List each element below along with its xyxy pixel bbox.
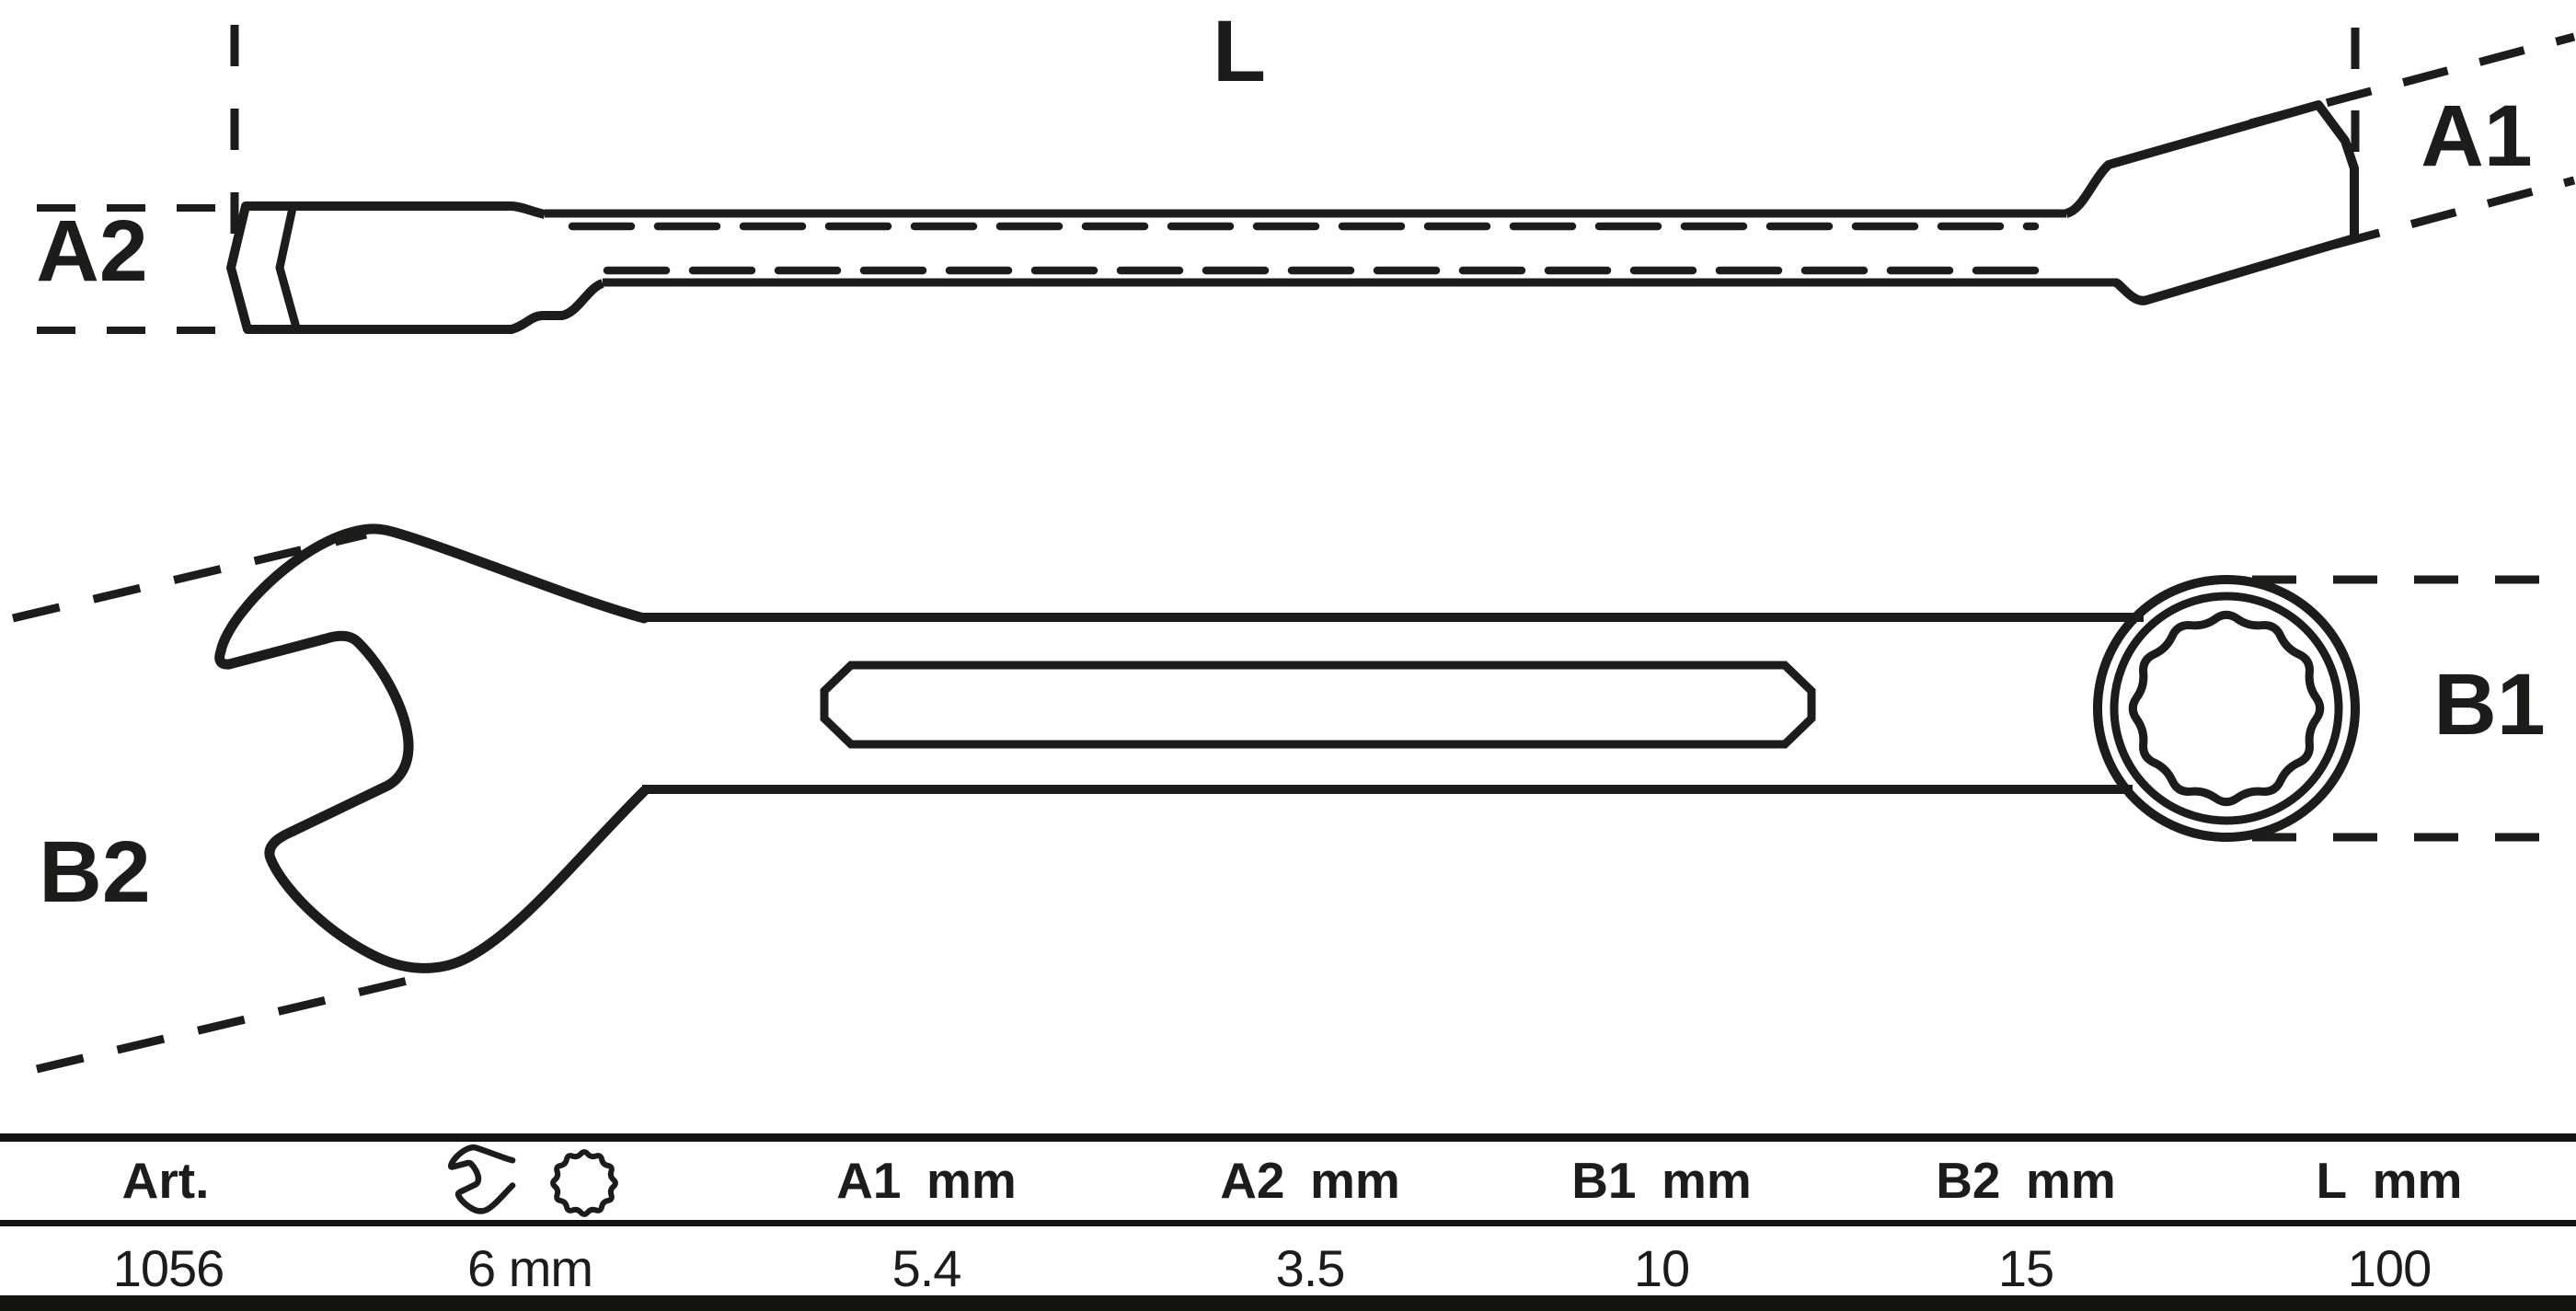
table-header-separator bbox=[0, 1220, 2576, 1226]
table-cell-b2: 15 bbox=[1998, 1239, 2053, 1297]
b2-extension-line-top bbox=[11, 530, 368, 623]
b2-extension-line-bottom bbox=[35, 971, 432, 1074]
dim-label-a2: A2 bbox=[36, 202, 147, 300]
dim-label-b2: B2 bbox=[39, 823, 150, 921]
a1-extension-line-bottom bbox=[2333, 176, 2576, 249]
dim-label-b1: B1 bbox=[2433, 656, 2545, 753]
table-header-size-icons bbox=[451, 1147, 618, 1217]
table-header-art: Art. bbox=[122, 1152, 210, 1209]
side-view-tip-bevel-line bbox=[275, 207, 301, 329]
table-header-a2: A2 mm bbox=[1220, 1152, 1400, 1209]
ring-inner-circle bbox=[2110, 592, 2343, 825]
plan-view-shaft-slot bbox=[820, 661, 1816, 749]
table-cell-b1: 10 bbox=[1634, 1239, 1689, 1297]
table-cell-size: 6 mm bbox=[467, 1239, 592, 1297]
table-header-l: L mm bbox=[2317, 1152, 2463, 1209]
table-header-b2: B2 mm bbox=[1936, 1152, 2116, 1209]
plan-view-open-end-head bbox=[220, 529, 644, 969]
table-cell-l: 100 bbox=[2348, 1239, 2431, 1297]
dim-label-length: L bbox=[1213, 3, 1266, 100]
side-view-open-end-profile bbox=[226, 201, 605, 334]
spec-table: Art. A1 mm A2 mm B1 mm B2 mm L mm 1056 6… bbox=[0, 1133, 2576, 1311]
plan-view-dimension-lines bbox=[11, 530, 2571, 1074]
side-view bbox=[226, 100, 2359, 334]
side-view-dimension-lines bbox=[37, 25, 2576, 334]
ring-12-point-socket-profile bbox=[2128, 610, 2325, 807]
table-header-a1: A1 mm bbox=[836, 1152, 1017, 1209]
side-view-ring-end-profile bbox=[2064, 100, 2359, 305]
table-top-border bbox=[0, 1133, 2576, 1142]
table-header-b1: B1 mm bbox=[1571, 1152, 1752, 1209]
table-cell-a1: 5.4 bbox=[892, 1239, 961, 1297]
open-end-wrench-icon bbox=[451, 1147, 512, 1211]
dim-label-a1: A1 bbox=[2421, 87, 2532, 185]
ring-outer-circle bbox=[2093, 575, 2360, 842]
a1-extension-line-top bbox=[2248, 32, 2576, 128]
table-row: 1056 6 mm 5.4 3.5 10 15 100 bbox=[113, 1239, 2432, 1297]
table-cell-art: 1056 bbox=[113, 1239, 224, 1297]
table-cell-a2: 3.5 bbox=[1276, 1239, 1345, 1297]
plan-view bbox=[220, 529, 2360, 969]
ring-12-point-icon bbox=[550, 1149, 618, 1217]
table-bottom-border bbox=[0, 1295, 2576, 1311]
